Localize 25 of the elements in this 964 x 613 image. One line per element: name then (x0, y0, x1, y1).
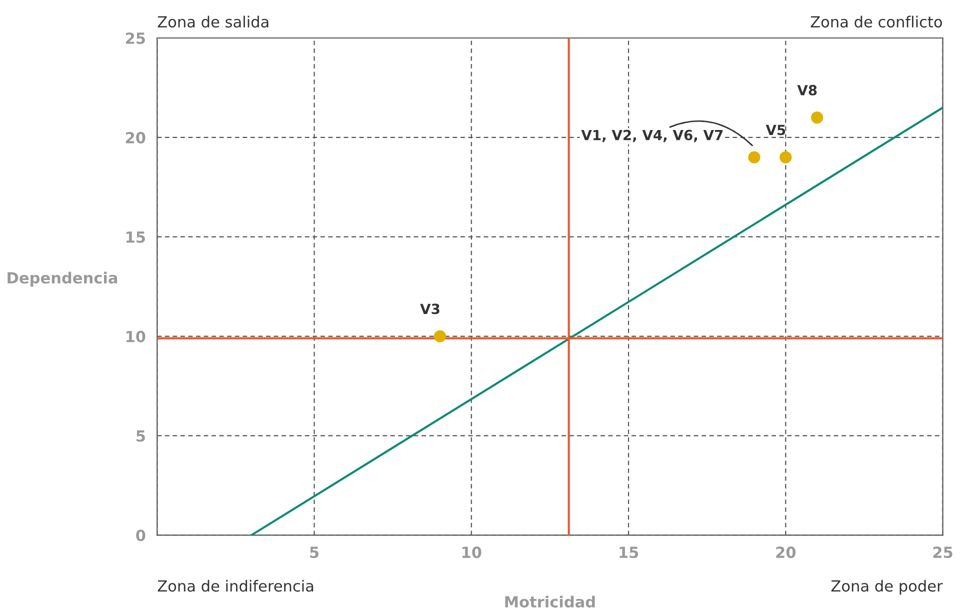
y-tick-label: 15 (126, 232, 145, 243)
point (780, 151, 792, 164)
text: Zona de poder (831, 580, 943, 595)
x-tick-label: 5 (310, 546, 319, 558)
point (434, 330, 446, 342)
y-tick-label: 0 (136, 530, 146, 542)
text: Zona de indiferencia (158, 580, 314, 592)
annotation: V5 (766, 124, 786, 136)
x-tick-label: 15 (620, 546, 638, 558)
point (748, 151, 760, 164)
point (811, 111, 824, 124)
annotation: V8 (797, 84, 817, 96)
text: Zona de salida (158, 16, 268, 28)
x-tick-label: 10 (462, 546, 482, 558)
annotation: V3 (420, 304, 440, 314)
x-tick-label: 25 (933, 546, 952, 558)
y-tick-label: 10 (126, 330, 146, 342)
y-axis-title: Dependencia (8, 272, 118, 287)
x-axis-title: Motricidad (505, 596, 595, 608)
annotation: V1, V2, V4, V6, V7 (581, 130, 723, 142)
y-tick-label: 25 (126, 32, 145, 44)
text: Zona de conflicto (810, 16, 942, 28)
x-tick-label: 20 (776, 546, 796, 558)
y-tick-label: 20 (126, 132, 146, 144)
y-tick-label: 5 (136, 430, 145, 442)
